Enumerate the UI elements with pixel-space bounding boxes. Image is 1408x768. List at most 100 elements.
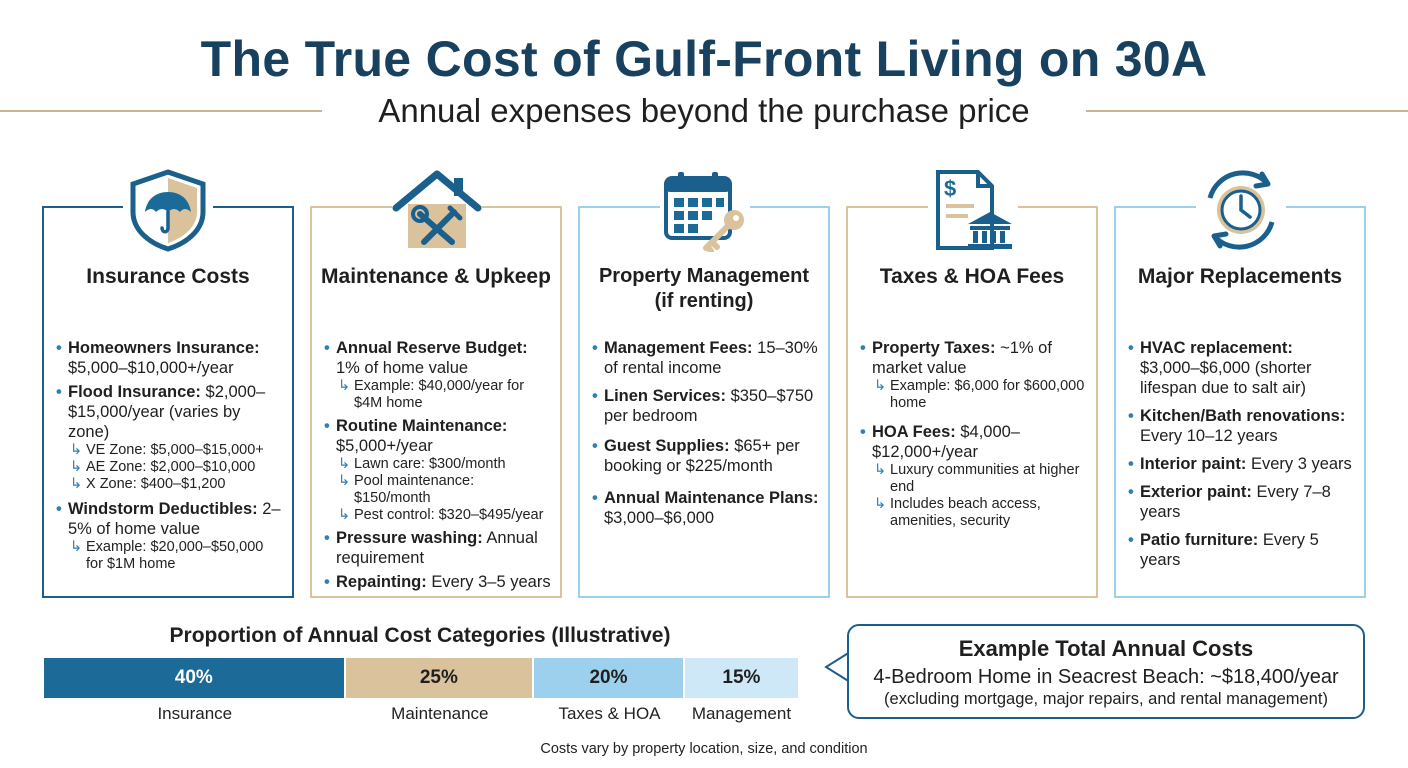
divider-left <box>0 110 322 112</box>
card-list: Property Taxes: ~1% of market valueExamp… <box>860 332 1088 530</box>
item-value: $4,000–$12,000+/year <box>872 423 1020 461</box>
item-label: Routine Maintenance: <box>336 417 508 435</box>
card-1: Insurance Costs Homeowners Insurance: $5,… <box>42 206 294 598</box>
item-label: Patio furniture: <box>1140 531 1259 549</box>
bar-category-label: Taxes & HOA <box>558 704 661 723</box>
item-label: HVAC replacement: <box>1140 339 1293 357</box>
item-label: Repainting: <box>336 573 427 591</box>
list-item: Pressure washing: Annual requirement <box>324 528 552 568</box>
item-value: $3,000–$6,000 (shorter lifespan due to s… <box>1140 359 1312 397</box>
list-item: Linen Services: $350–$750 per bedroom <box>592 386 820 426</box>
list-item: HOA Fees: $4,000–$12,000+/yearLuxury com… <box>860 422 1088 530</box>
card-list: Annual Reserve Budget: 1% of home valueE… <box>324 332 552 592</box>
item-value: 15–30% of rental income <box>604 339 818 377</box>
item-value: $350–$750 per bedroom <box>604 387 814 425</box>
list-item: Management Fees: 15–30% of rental income <box>592 338 820 378</box>
list-item: Patio furniture: Every 5 years <box>1128 530 1356 570</box>
item-value: Every 3 years <box>1250 455 1352 473</box>
card-title: Major Replacements <box>1137 265 1343 288</box>
item-label: Homeowners Insurance: <box>68 339 260 357</box>
item-label: Interior paint: <box>1140 455 1247 473</box>
svg-text:$: $ <box>944 176 956 201</box>
item-label: Windstorm Deductibles: <box>68 500 258 518</box>
item-label: Flood Insurance: <box>68 383 201 401</box>
bar-category-label: Insurance <box>157 704 233 723</box>
sub-item: Includes beach access, amenities, securi… <box>872 496 1088 530</box>
clock-cycle-icon <box>1196 168 1286 252</box>
sub-item: X Zone: $400–$1,200 <box>68 476 284 493</box>
sub-item: Pest control: $320–$495/year <box>336 507 552 524</box>
item-value: Annual requirement <box>336 529 538 567</box>
list-item: Exterior paint: Every 7–8 years <box>1128 482 1356 522</box>
total-title: Example Total Annual Costs <box>958 636 1254 661</box>
subtitle-row: Annual expenses beyond the purchase pric… <box>0 92 1408 132</box>
item-value: 2–5% of home value <box>68 500 281 538</box>
bar-segment-maintenance: 25% <box>345 658 533 698</box>
list-item: Interior paint: Every 3 years <box>1128 454 1356 474</box>
list-item: Routine Maintenance: $5,000+/yearLawn ca… <box>324 416 552 524</box>
bar-segment-insurance: 40% <box>44 658 344 698</box>
card-list: Management Fees: 15–30% of rental income… <box>592 332 820 528</box>
tax-document-bank-icon: $ <box>928 168 1018 252</box>
page-subtitle: Annual expenses beyond the purchase pric… <box>378 92 1030 129</box>
item-label: Exterior paint: <box>1140 483 1252 501</box>
item-label: HOA Fees: <box>872 423 956 441</box>
item-label: Annual Maintenance Plans: <box>604 489 819 507</box>
item-label: Guest Supplies: <box>604 437 730 455</box>
list-item: Annual Maintenance Plans: $3,000–$6,000 <box>592 488 820 528</box>
card-title: Maintenance & Upkeep <box>321 265 551 288</box>
card-title: Taxes & HOA Fees <box>879 265 1065 288</box>
item-value: Every 5 years <box>1140 531 1319 569</box>
item-label: Linen Services: <box>604 387 726 405</box>
list-item: Flood Insurance: $2,000–$15,000/year (va… <box>56 382 284 493</box>
item-value: Every 10–12 years <box>1140 427 1278 445</box>
card-title: Insurance Costs <box>86 265 250 288</box>
bar-category-label: Maintenance <box>391 704 489 723</box>
total-amount: 4-Bedroom Home in Seacrest Beach: ~$18,4… <box>873 666 1339 688</box>
item-value: $3,000–$6,000 <box>604 509 715 527</box>
card-list: Homeowners Insurance: $5,000–$10,000+/ye… <box>56 332 284 573</box>
list-item: HVAC replacement: $3,000–$6,000 (shorter… <box>1128 338 1356 398</box>
card-title: Property Management (if renting) <box>598 265 810 312</box>
item-value: Every 7–8 years <box>1140 483 1331 521</box>
list-item: Guest Supplies: $65+ per booking or $225… <box>592 436 820 476</box>
card-list: HVAC replacement: $3,000–$6,000 (shorter… <box>1128 332 1356 570</box>
card-2: Maintenance & Upkeep Annual Reserve Budge… <box>310 206 562 598</box>
list-item: Repainting: Every 3–5 years <box>324 572 552 592</box>
sub-item: VE Zone: $5,000–$15,000+ <box>68 442 284 459</box>
item-value: ~1% of market value <box>872 339 1052 377</box>
sub-item: AE Zone: $2,000–$10,000 <box>68 459 284 476</box>
sub-item: Example: $20,000–$50,000 for $1M home <box>68 539 284 573</box>
total-note: (excluding mortgage, major repairs, and … <box>884 690 1328 708</box>
list-item: Property Taxes: ~1% of market valueExamp… <box>860 338 1088 412</box>
stacked-bar: 40% 25% 20% 15% <box>44 658 798 698</box>
card-4: Taxes & HOA Fees Property Taxes: ~1% of m… <box>846 206 1098 598</box>
item-label: Annual Reserve Budget: <box>336 339 528 357</box>
item-value: 1% of home value <box>336 359 469 377</box>
sub-item: Example: $6,000 for $600,000 home <box>872 378 1088 412</box>
bar-segment-management: 15% <box>684 658 798 698</box>
item-label: Property Taxes: <box>872 339 996 357</box>
sub-item: Luxury communities at higher end <box>872 462 1088 496</box>
list-item: Windstorm Deductibles: 2–5% of home valu… <box>56 499 284 573</box>
footnote: Costs vary by property location, size, a… <box>540 741 868 757</box>
chart-title: Proportion of Annual Cost Categories (Il… <box>169 624 671 647</box>
item-value: $5,000–$10,000+/year <box>68 359 234 377</box>
sub-item: Example: $40,000/year for $4M home <box>336 378 552 412</box>
sub-item: Pool maintenance: $150/month <box>336 473 552 507</box>
house-tools-icon <box>392 168 482 252</box>
item-value: $65+ per booking or $225/month <box>604 437 800 475</box>
bar-segment-taxes-hoa: 20% <box>534 658 683 698</box>
item-label: Management Fees: <box>604 339 753 357</box>
card-5: Major Replacements HVAC replacement: $3,0… <box>1114 206 1366 598</box>
page-title: The True Cost of Gulf-Front Living on 30… <box>200 31 1208 87</box>
item-value: Every 3–5 years <box>431 573 551 591</box>
list-item: Kitchen/Bath renovations: Every 10–12 ye… <box>1128 406 1356 446</box>
sub-item: Lawn care: $300/month <box>336 456 552 473</box>
item-label: Kitchen/Bath renovations: <box>1140 407 1346 425</box>
item-label: Pressure washing: <box>336 529 483 547</box>
calendar-key-icon <box>660 168 750 252</box>
shield-umbrella-icon <box>123 168 213 252</box>
bar-category-label: Management <box>691 704 792 723</box>
item-value: $5,000+/year <box>336 437 433 455</box>
